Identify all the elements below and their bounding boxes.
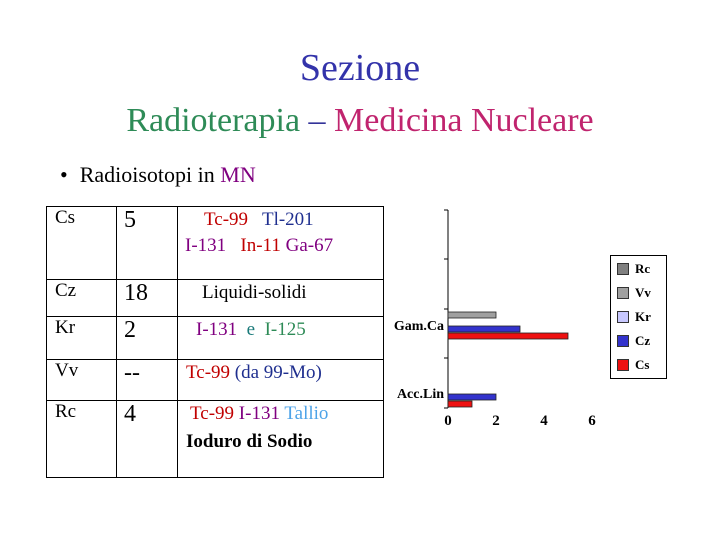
x-tick-label: 2 <box>492 413 500 429</box>
bar-Cz <box>447 325 521 333</box>
row-isotopes: Liquidi-solidi <box>177 279 384 317</box>
legend-label: Kr <box>635 309 651 324</box>
table-row: Kr 2 I-131 e I-125 <box>46 316 384 360</box>
x-tick-label: 4 <box>540 413 548 429</box>
row-code: Cz <box>46 279 117 317</box>
isotopes-line: I-131 e I-125 <box>178 317 383 343</box>
table-row: Vv -- Tc-99 (da 99-Mo) <box>46 359 384 401</box>
isotope-tc99: Tc-99 <box>204 209 249 230</box>
legend-swatch <box>617 263 629 275</box>
row-value: 4 <box>116 400 178 478</box>
category-label: Gam.Ca <box>394 319 444 334</box>
category-label: Acc.Lin <box>397 387 444 402</box>
isotope-liquidi-solidi: Liquidi-solidi <box>202 282 307 303</box>
bullet-dot: • <box>60 162 68 187</box>
row-code: Rc <box>46 400 117 478</box>
isotopes-line-2: I-131 In-11 Ga-67 <box>178 233 383 259</box>
row-value: -- <box>116 359 178 401</box>
x-tick-label: 6 <box>588 413 596 429</box>
isotope-tc99: Tc-99 <box>186 362 231 383</box>
bar-Cs <box>447 332 569 340</box>
table-row: Rc 4 Tc-99 I-131 Tallio Ioduro di Sodio <box>46 400 384 478</box>
row-value: 2 <box>116 316 178 360</box>
isotope-i131: I-131 <box>185 234 227 256</box>
title-subtitle: Radioterapia – Medicina Nucleare <box>0 102 720 140</box>
bar-chart: Gam.Ca Acc.Lin 0 2 4 6 Rc Vv Kr Cz Cs <box>370 200 670 440</box>
bar-Cs <box>447 400 473 408</box>
isotope-in11: In-11 <box>240 234 281 256</box>
row-value: 18 <box>116 279 178 317</box>
row-isotopes: Tc-99 I-131 Tallio Ioduro di Sodio <box>177 400 384 478</box>
legend-label: Rc <box>635 261 651 276</box>
title-radioterapia: Radioterapia <box>126 102 301 139</box>
isotope-i131: I-131 <box>196 319 238 340</box>
legend-label: Cz <box>635 333 651 348</box>
x-tick-label: 0 <box>444 413 452 429</box>
isotope-i125: I-125 <box>264 319 306 340</box>
legend-swatch <box>617 359 629 371</box>
row-code: Vv <box>46 359 117 401</box>
legend-label: Vv <box>635 285 651 300</box>
isotope-source: (da 99-Mo) <box>234 362 322 383</box>
table-row: Cz 18 Liquidi-solidi <box>46 279 384 317</box>
isotopes-line-1: Tc-99 I-131 Tallio <box>178 401 383 427</box>
bar-Cz <box>447 393 497 401</box>
legend-item: Cs <box>611 354 666 376</box>
row-isotopes: Tc-99 Tl-201 I-131 In-11 Ga-67 <box>177 206 384 280</box>
title-sezione: Sezione <box>299 47 421 89</box>
isotope-tl201: Tl-201 <box>261 209 314 230</box>
table-row: Cs 5 Tc-99 Tl-201 I-131 In-11 Ga-67 <box>46 206 384 280</box>
isotope-tallio: Tallio <box>284 403 329 424</box>
chart-legend: Rc Vv Kr Cz Cs <box>610 255 667 379</box>
bullet-text: Radioisotopi in <box>79 162 215 187</box>
bullet-mn: MN <box>220 162 256 187</box>
legend-item: Kr <box>611 306 666 328</box>
row-code: Cs <box>46 206 117 280</box>
row-code: Kr <box>46 316 117 360</box>
isotope-table: Cs 5 Tc-99 Tl-201 I-131 In-11 Ga-67 Cz 1… <box>46 206 384 478</box>
legend-item: Vv <box>611 282 666 304</box>
row-isotopes: I-131 e I-125 <box>177 316 384 360</box>
isotope-tc99: Tc-99 <box>190 403 235 424</box>
legend-swatch <box>617 287 629 299</box>
legend-item: Rc <box>611 258 666 280</box>
row-value: 5 <box>116 206 178 280</box>
legend-swatch <box>617 311 629 323</box>
isotope-ga67: Ga-67 <box>285 234 334 256</box>
bullet-radioisotopi: • Radioisotopi in MN <box>60 162 256 188</box>
legend-item: Cz <box>611 330 666 352</box>
title-dash: – <box>308 102 326 139</box>
isotope-ioduro-di-sodio: Ioduro di Sodio <box>186 430 313 452</box>
legend-label: Cs <box>635 357 650 372</box>
legend-swatch <box>617 335 629 347</box>
row-isotopes: Tc-99 (da 99-Mo) <box>177 359 384 401</box>
bar-Vv <box>447 311 497 319</box>
title-medicina-nucleare: Medicina Nucleare <box>334 102 594 139</box>
isotopes-line: Tc-99 (da 99-Mo) <box>178 360 383 386</box>
isotopes-line-1: Tc-99 Tl-201 <box>178 207 383 233</box>
isotope-i131: I-131 <box>238 403 280 424</box>
isotope-and: e <box>246 319 256 340</box>
